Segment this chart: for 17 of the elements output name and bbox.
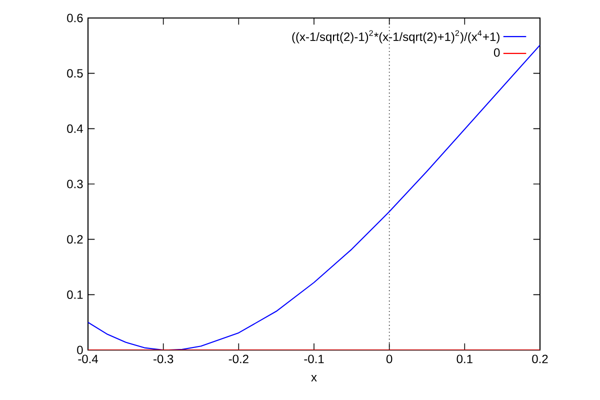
x-tick-label: 0.2	[532, 354, 548, 364]
x-tick-label: -0.4	[78, 354, 98, 364]
x-tick-label: -0.3	[154, 354, 174, 364]
legend-label: ((x-1/sqrt(2)-1)$^{2}$*(x-1/sqrt(2)+1)$^{2}$)/(x$^{4}$+1)	[292, 30, 500, 44]
x-tick-label: 0.1	[456, 354, 472, 364]
y-tick-label: 0.3	[67, 180, 83, 188]
x-tick-label: -0.2	[228, 354, 248, 364]
x-axis-title: x	[311, 375, 317, 382]
y-tick-label: 0.5	[67, 69, 83, 78]
y-tick-label: 0.4	[67, 124, 83, 133]
y-tick-label: 0	[77, 346, 83, 354]
y-tick-label: 0.2	[67, 235, 83, 244]
x-tick-label: -0.1	[304, 354, 324, 364]
legend-label: 0	[494, 48, 500, 57]
y-tick-label: 0.1	[67, 290, 83, 299]
x-tick-label: 0	[386, 354, 392, 364]
y-tick-label: 0.6	[67, 14, 83, 22]
